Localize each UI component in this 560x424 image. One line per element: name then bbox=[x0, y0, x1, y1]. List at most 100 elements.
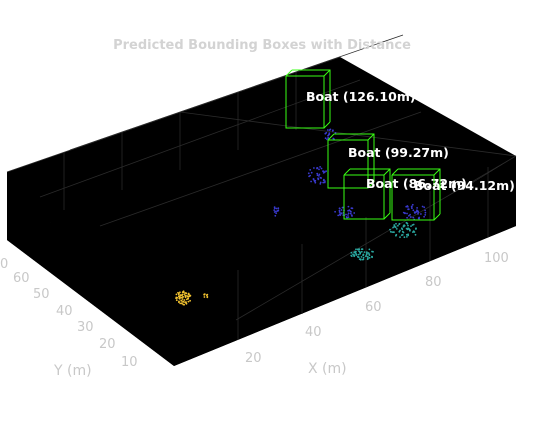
point bbox=[318, 168, 320, 171]
point bbox=[347, 212, 350, 215]
point bbox=[362, 256, 365, 259]
point bbox=[358, 250, 360, 253]
point bbox=[187, 300, 190, 303]
point bbox=[359, 258, 362, 261]
point bbox=[187, 297, 190, 300]
point bbox=[206, 293, 209, 296]
y-tick-label: 30 bbox=[77, 320, 94, 335]
point bbox=[319, 176, 322, 179]
point bbox=[352, 253, 354, 256]
point bbox=[371, 256, 373, 259]
point bbox=[323, 171, 326, 174]
point bbox=[421, 205, 424, 208]
point bbox=[308, 175, 310, 178]
bounding-box-label: Boat (99.27m) bbox=[348, 145, 449, 160]
point bbox=[412, 216, 415, 219]
point bbox=[349, 210, 352, 213]
x-tick-label: 60 bbox=[365, 300, 382, 315]
point bbox=[317, 178, 320, 181]
point bbox=[409, 229, 411, 232]
point bbox=[353, 212, 356, 214]
point bbox=[423, 215, 425, 218]
point bbox=[340, 212, 343, 215]
point bbox=[184, 296, 187, 299]
point bbox=[184, 292, 187, 294]
point bbox=[394, 225, 396, 228]
point bbox=[337, 214, 340, 217]
y-tick-label: 10 bbox=[121, 355, 138, 370]
point bbox=[357, 256, 360, 259]
bounding-box-edge bbox=[323, 121, 331, 129]
point bbox=[179, 302, 182, 305]
bounding-box-edge bbox=[383, 212, 391, 220]
point bbox=[413, 231, 416, 233]
point bbox=[420, 213, 422, 215]
point bbox=[355, 248, 357, 251]
point bbox=[357, 248, 359, 251]
point bbox=[313, 167, 315, 169]
point bbox=[400, 227, 403, 230]
point bbox=[389, 228, 391, 231]
point bbox=[316, 174, 319, 177]
point bbox=[398, 223, 401, 226]
point bbox=[414, 211, 417, 214]
point bbox=[203, 296, 206, 298]
point bbox=[312, 178, 315, 181]
point bbox=[410, 205, 413, 208]
point bbox=[319, 183, 322, 185]
point bbox=[340, 209, 343, 211]
point bbox=[354, 251, 356, 253]
point bbox=[403, 236, 406, 239]
bounding-box-edge bbox=[391, 168, 399, 176]
point bbox=[322, 170, 324, 173]
point bbox=[401, 230, 404, 233]
point bbox=[371, 250, 373, 253]
grid-line bbox=[99, 111, 422, 227]
point bbox=[313, 179, 316, 182]
point bbox=[319, 166, 321, 168]
point bbox=[360, 256, 363, 258]
point bbox=[365, 253, 368, 256]
point bbox=[182, 303, 185, 306]
point bbox=[366, 255, 369, 258]
point bbox=[185, 294, 187, 297]
point bbox=[345, 213, 347, 216]
point bbox=[310, 171, 313, 174]
point bbox=[399, 229, 401, 232]
point bbox=[326, 138, 328, 141]
point bbox=[347, 205, 350, 208]
point bbox=[360, 250, 363, 253]
point bbox=[358, 248, 361, 251]
point bbox=[273, 209, 276, 212]
point bbox=[189, 294, 192, 297]
point bbox=[325, 170, 327, 173]
point bbox=[309, 169, 312, 171]
point bbox=[181, 302, 183, 305]
point bbox=[332, 129, 334, 132]
point bbox=[349, 212, 352, 215]
point bbox=[182, 300, 184, 303]
point bbox=[318, 175, 320, 177]
point bbox=[307, 172, 310, 175]
point bbox=[355, 253, 358, 256]
point bbox=[273, 207, 276, 210]
point bbox=[406, 205, 409, 207]
point bbox=[411, 224, 414, 226]
grid-lines bbox=[6, 34, 517, 340]
point bbox=[395, 222, 397, 225]
point bbox=[423, 206, 426, 209]
point bbox=[175, 299, 178, 302]
point bbox=[177, 291, 179, 294]
bounding-box-front bbox=[285, 75, 325, 129]
point bbox=[360, 248, 363, 251]
bounding-box-edge bbox=[285, 69, 293, 77]
point bbox=[319, 181, 322, 184]
point bbox=[411, 207, 413, 210]
point bbox=[391, 231, 394, 234]
point bbox=[353, 254, 356, 257]
point bbox=[364, 255, 367, 257]
bounding-box-edge bbox=[383, 168, 391, 176]
plot-floor bbox=[7, 110, 516, 366]
